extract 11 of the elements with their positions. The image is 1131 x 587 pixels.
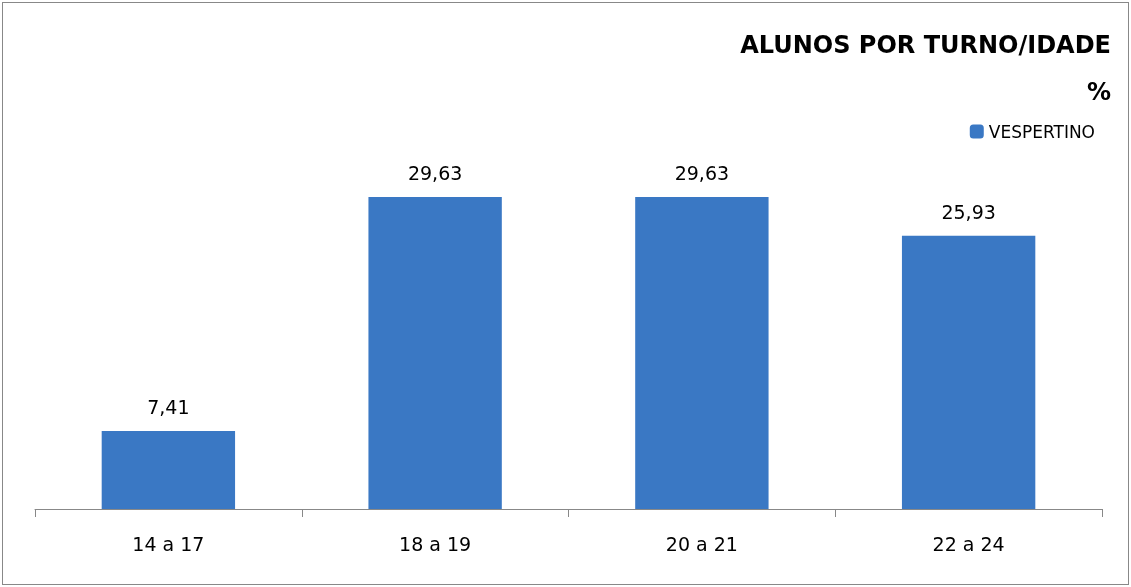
- x-tick-label: 22 a 24: [932, 532, 1005, 555]
- chart-title: ALUNOS POR TURNO/IDADE: [740, 31, 1111, 59]
- x-tick-label: 18 a 19: [399, 532, 472, 555]
- data-label: 29,63: [674, 162, 730, 185]
- x-tick-label: 14 a 17: [132, 532, 205, 555]
- chart-subtitle: %: [1086, 78, 1111, 106]
- data-label: 7,41: [147, 396, 190, 419]
- legend-label: VESPERTINO: [988, 121, 1096, 142]
- data-label: 25,93: [941, 201, 996, 224]
- x-tick-label: 20 a 21: [665, 532, 738, 555]
- data-label: 29,63: [407, 162, 463, 185]
